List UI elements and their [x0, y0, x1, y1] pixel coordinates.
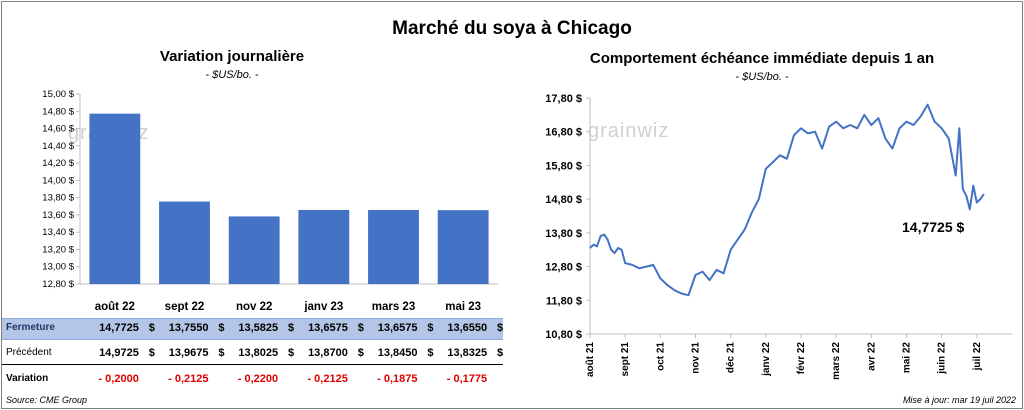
table-row: Fermeture 14,7725 $13,7550 $13,5825 $13,6575… — [2, 318, 503, 340]
line-x-tick-label: mars 22 — [831, 342, 842, 380]
bar-y-tick-label: 13,00 $ — [42, 262, 74, 273]
table-cell: 13,6550 — [447, 322, 488, 334]
bar — [368, 209, 419, 284]
bar-y-tick-label: 13,20 $ — [42, 244, 74, 255]
line-x-tick-label: juil 22 — [972, 342, 983, 372]
table-cell-currency: $ — [288, 322, 295, 334]
line-y-tick-label: 17,80 $ — [545, 93, 582, 105]
bar-y-tick-label: 12,80 $ — [42, 279, 74, 290]
line-x-tick-label: sept 21 — [620, 342, 631, 377]
bar-x-tick-label: mai 23 — [445, 301, 481, 312]
table-cell-currency: $ — [218, 322, 225, 334]
line-chart-title: Comportement échéance immédiate depuis 1… — [589, 50, 935, 67]
update-note: Mise à jour: mar 19 juil 2022 — [902, 395, 1016, 405]
table-cell: - 0,1775 — [446, 373, 488, 385]
table-cell: - 0,2000 — [98, 373, 139, 385]
line-y-tick-label: 10,80 $ — [545, 329, 582, 341]
line-x-tick-label: juin 22 — [937, 342, 948, 375]
table-cell: 13,8325 — [447, 347, 488, 359]
table-cell: - 0,1875 — [377, 373, 418, 385]
bar-y-tick-label: 14,80 $ — [42, 106, 74, 117]
bar-x-tick-label: mars 23 — [372, 301, 415, 312]
table-row: Variation - 0,2000 - 0,2125 - 0,2200 - 0,212… — [2, 370, 503, 390]
table-cell-currency: $ — [427, 347, 434, 359]
table-cell: - 0,2125 — [307, 373, 348, 385]
last-value-label: 14,7725 $ — [902, 219, 965, 235]
table-row-label: Fermeture — [6, 322, 55, 333]
table-cell-currency: $ — [148, 322, 155, 334]
watermark-logo-right: grainwiz — [588, 120, 670, 142]
bar-x-tick-label: janv 23 — [303, 301, 343, 312]
table-cell-currency: $ — [357, 347, 364, 359]
bar — [437, 210, 489, 284]
bar — [89, 113, 141, 284]
bar-chart-title: Variation journalière — [159, 48, 305, 65]
line-y-tick-label: 16,80 $ — [545, 127, 582, 139]
table-row-label: Variation — [6, 373, 49, 384]
table-cell: - 0,2200 — [237, 373, 279, 385]
line-y-tick-label: 14,80 $ — [545, 194, 582, 206]
series-line — [589, 103, 985, 297]
table-cell: 13,8450 — [377, 347, 418, 359]
table-cell-currency: $ — [427, 322, 434, 334]
line-x-tick-label: août 21 — [585, 342, 596, 377]
table-row: Précédent 14,9725 $13,9675 $13,8025 $13,8700… — [2, 344, 503, 365]
table-cell: 13,7550 — [168, 322, 209, 334]
line-x-tick-label: avr 22 — [866, 342, 877, 371]
table-cell: 13,6575 — [308, 322, 348, 334]
line-y-tick-label: 12,80 $ — [545, 262, 582, 274]
bar-x-tick-label: sept 22 — [165, 301, 205, 312]
table-cell: 13,5825 — [238, 322, 279, 334]
table-cell-currency: $ — [148, 347, 155, 359]
bar-y-tick-label: 13,40 $ — [42, 227, 74, 238]
bar — [228, 216, 280, 284]
table-cell: 14,7725 — [99, 322, 139, 334]
page-title: Marché du soya à Chicago — [392, 18, 632, 39]
line-x-tick-label: nov 21 — [691, 342, 702, 374]
table-cell: 13,6575 — [377, 322, 418, 334]
table-cell-currency: $ — [288, 347, 295, 359]
table-cell: 13,8700 — [308, 347, 348, 359]
table-row-label: Précédent — [6, 347, 52, 358]
table-cell: - 0,2125 — [168, 373, 209, 385]
line-y-tick-label: 11,80 $ — [546, 295, 582, 307]
bar-x-tick-label: août 22 — [95, 301, 135, 312]
source-note: Source: CME Group — [6, 395, 88, 405]
bar-y-tick-label: 14,00 $ — [42, 175, 74, 186]
table-cell-currency: $ — [497, 347, 504, 359]
line-x-tick-label: mai 22 — [902, 342, 913, 374]
table-cell-currency: $ — [497, 322, 504, 334]
line-y-tick-label: 13,80 $ — [545, 228, 582, 240]
bar — [159, 201, 210, 284]
bar-x-tick-label: nov 22 — [236, 301, 272, 312]
line-chart-unit: - $US/bo. - — [735, 71, 789, 83]
bar-y-tick-label: 14,20 $ — [42, 158, 74, 169]
table-cell-currency: $ — [357, 322, 364, 334]
line-x-tick-label: déc 21 — [726, 342, 737, 374]
table-cell: 13,9675 — [168, 347, 209, 359]
bar — [298, 209, 350, 284]
bar-y-tick-label: 13,80 $ — [42, 193, 74, 204]
bar-chart: 12,80 $ 13,00 $ 13,20 $ 13,40 $ 13,60 $ 13,80… — [42, 89, 498, 312]
line-x-tick-label: oct 21 — [655, 342, 666, 371]
bar-y-tick-label: 15,00 $ — [42, 89, 74, 100]
bar-y-tick-label: 14,60 $ — [42, 124, 74, 135]
line-x-tick-label: janv 22 — [761, 342, 772, 377]
line-y-tick-label: 15,80 $ — [545, 160, 582, 172]
bar-y-tick-label: 13,60 $ — [42, 210, 74, 221]
table-cell: 14,9725 — [99, 347, 139, 359]
bar-y-tick-label: 14,40 $ — [42, 141, 74, 152]
table-cell: 13,8025 — [238, 347, 279, 359]
table-cell-currency: $ — [218, 347, 225, 359]
line-x-tick-label: févr 22 — [796, 342, 807, 375]
bar-chart-unit: - $US/bo. - — [205, 69, 259, 81]
